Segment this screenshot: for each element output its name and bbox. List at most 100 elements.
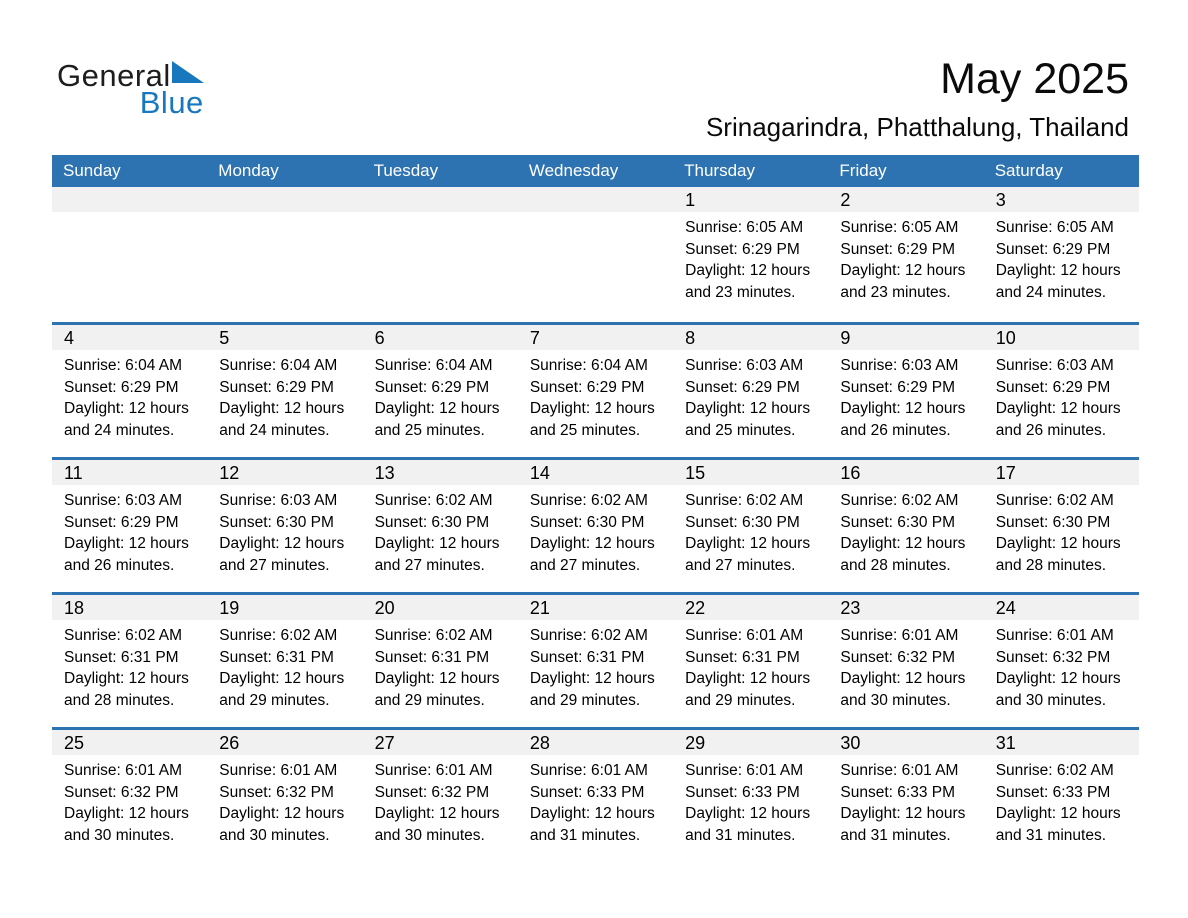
day-number: 22	[673, 595, 829, 620]
daylight-text-line2: and 31 minutes.	[995, 826, 1106, 844]
day-info: Sunrise: 6:02 AM Sunset: 6:30 PM Daylight:…	[673, 485, 828, 576]
sunset-text: Sunset: 6:30 PM	[219, 513, 334, 531]
sunrise-text: Sunrise: 6:01 AM	[840, 762, 959, 779]
weekday-header-thursday: Thursday	[684, 161, 756, 180]
day-cell-26: 26 Sunrise: 6:01 AM Sunset: 6:32 PM Dayligh…	[207, 730, 363, 862]
sunset-text: Sunset: 6:29 PM	[840, 240, 956, 258]
daylight-text-line1: Daylight: 12 hours	[219, 400, 345, 417]
sunrise-text: Sunrise: 6:01 AM	[219, 762, 338, 779]
sunset-text: Sunset: 6:32 PM	[219, 783, 334, 801]
daylight-text-line1: Daylight: 12 hours	[529, 805, 655, 822]
day-number: 21	[517, 595, 674, 620]
sunrise-text: Sunrise: 6:05 AM	[995, 219, 1114, 236]
daylight-text-line2: and 26 minutes.	[840, 421, 951, 439]
sunset-text: Sunset: 6:29 PM	[995, 378, 1111, 396]
day-number: 25	[52, 730, 208, 755]
sunrise-text: Sunrise: 6:02 AM	[995, 762, 1114, 779]
daylight-text-line1: Daylight: 12 hours	[529, 535, 655, 552]
day-info: Sunrise: 6:02 AM Sunset: 6:31 PM Daylight:…	[52, 620, 207, 711]
day-cell-10: 10 Sunrise: 6:03 AM Sunset: 6:29 PM Dayligh…	[983, 325, 1139, 457]
sunrise-text: Sunrise: 6:04 AM	[529, 357, 648, 374]
location-subtitle: Srinagarindra, Phatthalung, Thailand	[705, 112, 1129, 142]
day-info: Sunrise: 6:01 AM Sunset: 6:32 PM Daylight:…	[207, 755, 362, 846]
day-info: Sunrise: 6:01 AM Sunset: 6:33 PM Daylight:…	[828, 755, 983, 846]
sunset-text: Sunset: 6:32 PM	[374, 783, 490, 801]
logo-text-blue: Blue	[139, 85, 204, 120]
daylight-text-line2: and 31 minutes.	[685, 826, 796, 844]
day-number: 28	[517, 730, 674, 755]
day-number: 2	[828, 187, 984, 212]
daylight-text-line1: Daylight: 12 hours	[685, 535, 811, 552]
sunset-text: Sunset: 6:31 PM	[685, 648, 800, 666]
sunrise-text: Sunrise: 6:04 AM	[64, 357, 183, 374]
weeks-container: 1 Sunrise: 6:05 AM Sunset: 6:29 PM Daylight…	[52, 187, 1139, 862]
weekday-header-friday: Friday	[839, 161, 887, 180]
daylight-text-line1: Daylight: 12 hours	[374, 805, 500, 822]
day-cell-empty	[52, 187, 208, 322]
day-info: Sunrise: 6:02 AM Sunset: 6:30 PM Daylight:…	[518, 485, 673, 576]
daylight-text-line1: Daylight: 12 hours	[995, 262, 1121, 279]
week-row: 4 Sunrise: 6:04 AM Sunset: 6:29 PM Daylight…	[52, 322, 1139, 457]
daylight-text-line2: and 30 minutes.	[840, 691, 951, 709]
day-info	[363, 212, 518, 217]
daylight-text-line1: Daylight: 12 hours	[685, 805, 811, 822]
sunset-text: Sunset: 6:30 PM	[374, 513, 490, 531]
day-number: 29	[673, 730, 829, 755]
day-number	[207, 187, 363, 212]
day-info: Sunrise: 6:03 AM Sunset: 6:29 PM Daylight:…	[52, 485, 207, 576]
daylight-text-line2: and 31 minutes.	[529, 826, 641, 844]
daylight-text-line1: Daylight: 12 hours	[840, 805, 966, 822]
sunset-text: Sunset: 6:29 PM	[64, 378, 179, 396]
day-info: Sunrise: 6:03 AM Sunset: 6:29 PM Daylight:…	[984, 350, 1139, 441]
daylight-text-line1: Daylight: 12 hours	[219, 535, 345, 552]
day-cell-12: 12 Sunrise: 6:03 AM Sunset: 6:30 PM Dayligh…	[207, 460, 363, 592]
daylight-text-line1: Daylight: 12 hours	[529, 670, 655, 687]
calendar-table: Sunday Monday Tuesday Wednesday Thursday Frid…	[52, 155, 1139, 862]
title-block: May 2025 Srinagarindra, Phatthalung, Tha…	[705, 58, 1129, 142]
sunrise-text: Sunrise: 6:05 AM	[840, 219, 959, 236]
day-info: Sunrise: 6:04 AM Sunset: 6:29 PM Daylight:…	[207, 350, 362, 441]
day-cell-31: 31 Sunrise: 6:02 AM Sunset: 6:33 PM Dayligh…	[983, 730, 1139, 862]
sunrise-text: Sunrise: 6:03 AM	[64, 492, 183, 509]
day-info: Sunrise: 6:02 AM Sunset: 6:30 PM Daylight:…	[363, 485, 518, 576]
day-cell-14: 14 Sunrise: 6:02 AM Sunset: 6:30 PM Dayligh…	[517, 460, 674, 592]
sunrise-text: Sunrise: 6:01 AM	[529, 762, 648, 779]
sunrise-text: Sunrise: 6:02 AM	[995, 492, 1114, 509]
day-cell-28: 28 Sunrise: 6:01 AM Sunset: 6:33 PM Dayligh…	[517, 730, 674, 862]
day-number: 17	[983, 460, 1139, 485]
day-cell-29: 29 Sunrise: 6:01 AM Sunset: 6:33 PM Dayligh…	[673, 730, 829, 862]
daylight-text-line1: Daylight: 12 hours	[995, 670, 1121, 687]
day-info: Sunrise: 6:02 AM Sunset: 6:31 PM Daylight:…	[363, 620, 518, 711]
day-cell-9: 9 Sunrise: 6:03 AM Sunset: 6:29 PM Daylight…	[828, 325, 984, 457]
logo-text-general: General	[57, 58, 171, 93]
day-info	[518, 212, 673, 217]
week-row: 25 Sunrise: 6:01 AM Sunset: 6:32 PM Dayligh…	[52, 727, 1139, 862]
day-info: Sunrise: 6:03 AM Sunset: 6:29 PM Daylight:…	[673, 350, 828, 441]
day-number: 14	[517, 460, 674, 485]
day-cell-8: 8 Sunrise: 6:03 AM Sunset: 6:29 PM Daylight…	[673, 325, 829, 457]
sunset-text: Sunset: 6:32 PM	[840, 648, 956, 666]
daylight-text-line2: and 29 minutes.	[685, 691, 796, 709]
day-cell-13: 13 Sunrise: 6:02 AM Sunset: 6:30 PM Dayligh…	[362, 460, 518, 592]
daylight-text-line1: Daylight: 12 hours	[685, 262, 811, 279]
daylight-text-line1: Daylight: 12 hours	[840, 400, 966, 417]
day-number	[517, 187, 674, 212]
daylight-text-line1: Daylight: 12 hours	[374, 670, 500, 687]
sunrise-text: Sunrise: 6:04 AM	[374, 357, 493, 374]
sunrise-text: Sunrise: 6:01 AM	[64, 762, 183, 779]
sunrise-text: Sunrise: 6:01 AM	[840, 627, 959, 644]
daylight-text-line2: and 26 minutes.	[995, 421, 1106, 439]
day-cell-22: 22 Sunrise: 6:01 AM Sunset: 6:31 PM Dayligh…	[673, 595, 829, 727]
day-info: Sunrise: 6:01 AM Sunset: 6:32 PM Daylight:…	[984, 620, 1139, 711]
daylight-text-line2: and 31 minutes.	[840, 826, 951, 844]
daylight-text-line2: and 30 minutes.	[995, 691, 1106, 709]
day-info	[207, 212, 362, 217]
sunset-text: Sunset: 6:33 PM	[995, 783, 1111, 801]
daylight-text-line1: Daylight: 12 hours	[64, 670, 189, 687]
day-cell-1: 1 Sunrise: 6:05 AM Sunset: 6:29 PM Daylight…	[673, 187, 829, 322]
day-cell-20: 20 Sunrise: 6:02 AM Sunset: 6:31 PM Dayligh…	[362, 595, 518, 727]
day-info: Sunrise: 6:02 AM Sunset: 6:30 PM Daylight:…	[984, 485, 1139, 576]
sunset-text: Sunset: 6:31 PM	[64, 648, 179, 666]
weekday-header-sunday: Sunday	[63, 161, 121, 180]
daylight-text-line1: Daylight: 12 hours	[840, 670, 966, 687]
